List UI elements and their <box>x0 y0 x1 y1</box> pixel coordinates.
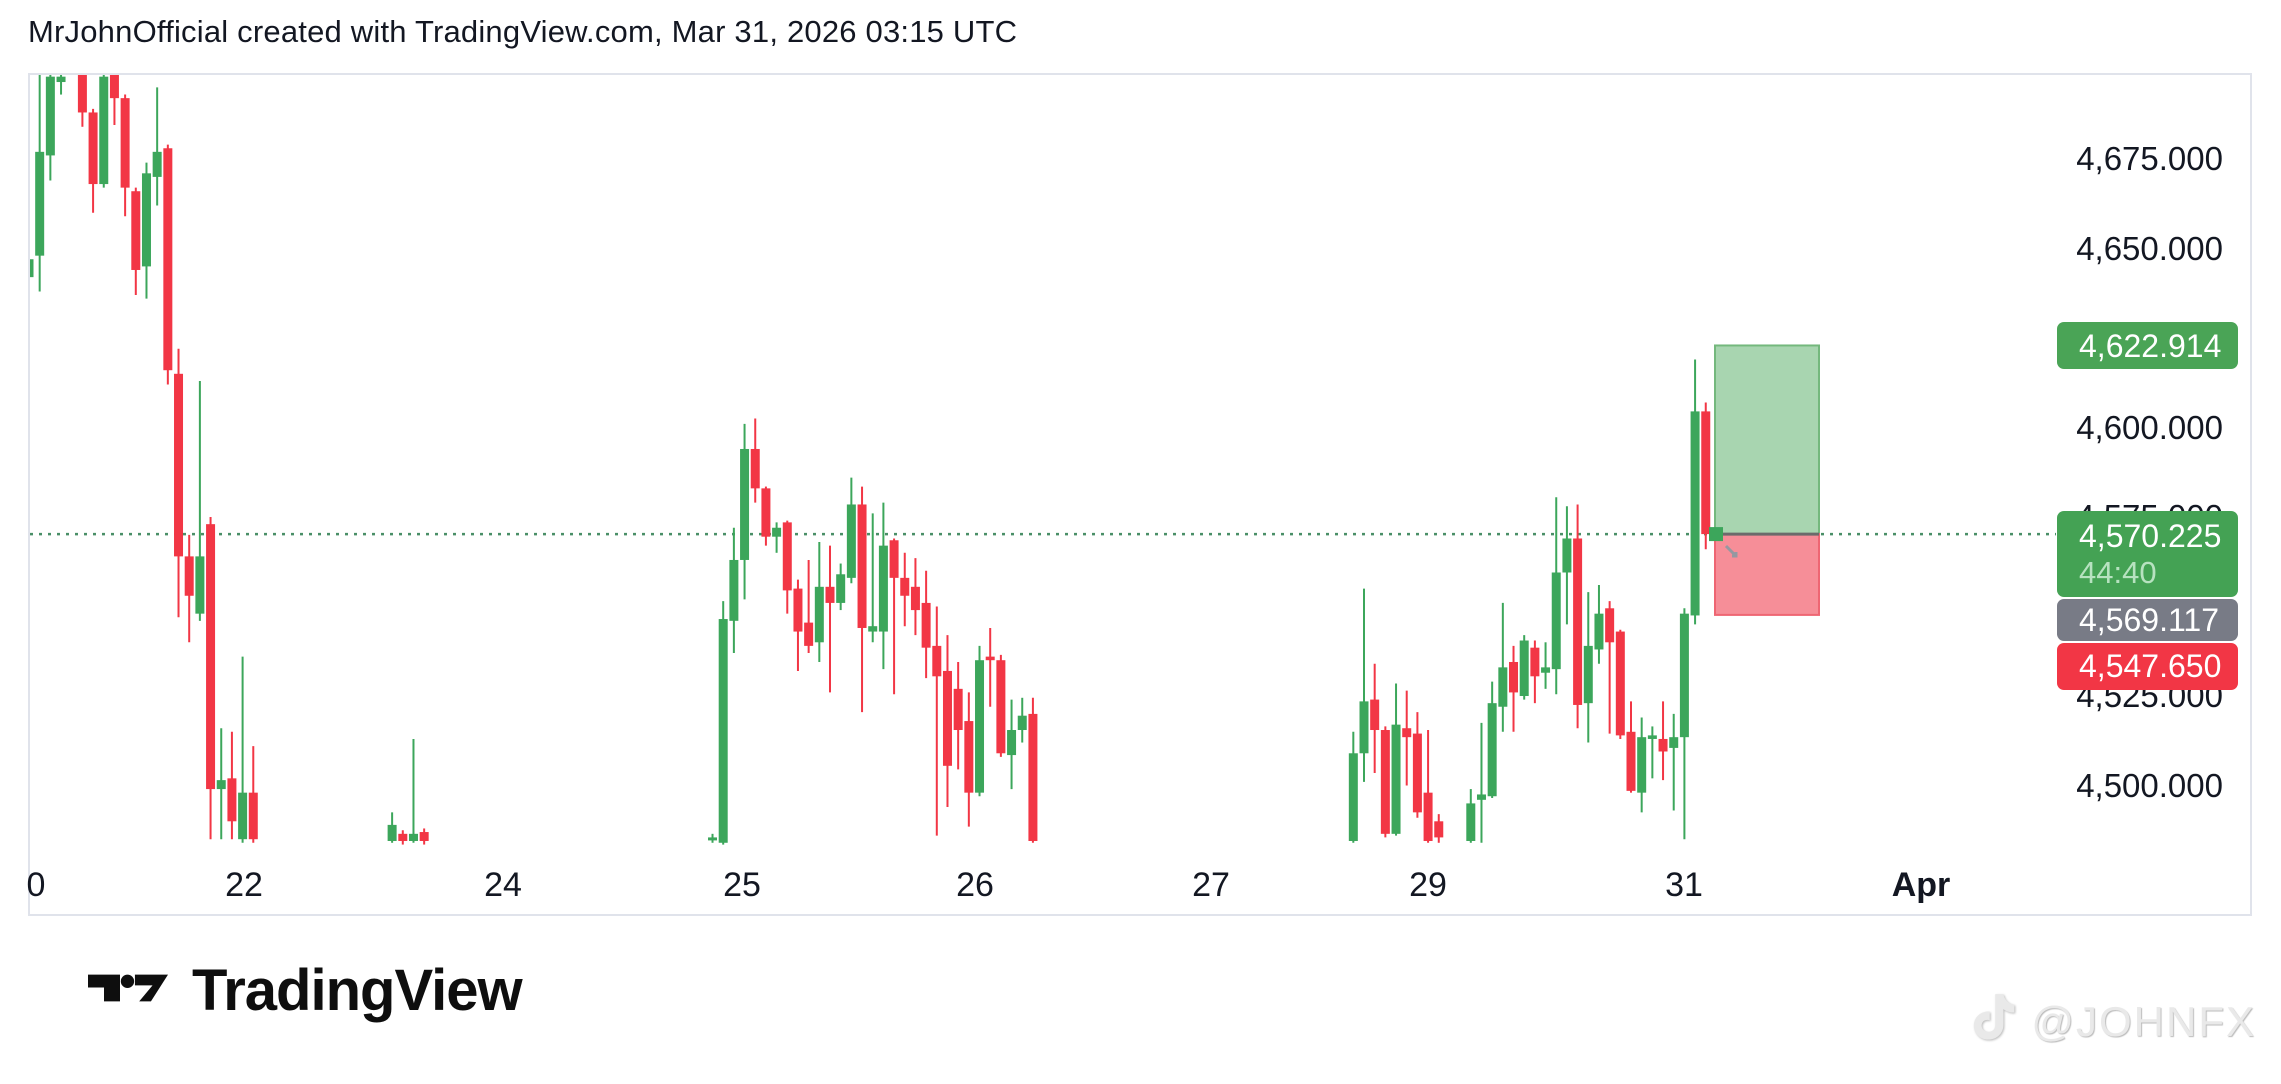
time-tick-label: 27 <box>1192 866 1230 904</box>
time-tick-label: 24 <box>484 866 522 904</box>
current-price-badge: 4,570.225 44:40 <box>2057 511 2238 598</box>
price-tick-label: 4,650.000 <box>2076 229 2223 267</box>
target-price-value: 4,622.914 <box>2079 327 2222 364</box>
time-tick-label: 26 <box>956 866 994 904</box>
tradingview-logo-icon <box>88 961 168 1020</box>
music-note-icon <box>1971 992 2017 1052</box>
stop-price-badge: 4,547.650 <box>2057 643 2238 691</box>
price-tick-label: 4,675.000 <box>2076 140 2223 177</box>
current-price-value: 4,570.225 <box>2079 517 2222 554</box>
time-tick-label: Apr <box>1891 866 1951 904</box>
time-tick-label: 31 <box>1665 866 1703 904</box>
entry-price-value: 4,569.117 <box>2079 601 2219 638</box>
tradingview-logo-text: TradingView <box>192 958 523 1023</box>
author-watermark: @JOHNFX <box>1971 992 2256 1052</box>
time-tick-label: 22 <box>225 866 263 904</box>
time-tick-label: 25 <box>723 866 761 904</box>
tradingview-logo[interactable]: TradingView <box>88 957 523 1024</box>
price-tick-label: 4,500.000 <box>2076 766 2223 804</box>
time-tick-label: 29 <box>1409 866 1447 904</box>
price-tick-label: 4,600.000 <box>2076 408 2223 446</box>
attribution-title: MrJohnOfficial created with TradingView.… <box>28 14 1018 49</box>
watermark-handle: @JOHNFX <box>2031 998 2256 1045</box>
entry-price-badge: 4,569.117 <box>2057 599 2238 642</box>
stop-price-value: 4,547.650 <box>2079 648 2222 685</box>
bar-countdown: 44:40 <box>2079 554 2157 590</box>
chart-widget <box>28 73 2252 916</box>
time-tick-label: 0 <box>26 866 46 904</box>
target-price-badge: 4,622.914 <box>2057 322 2238 370</box>
